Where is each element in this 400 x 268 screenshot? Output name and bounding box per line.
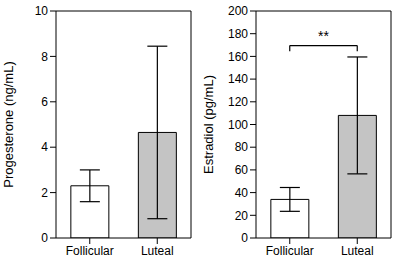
svg-text:20: 20 — [235, 209, 249, 223]
svg-text:160: 160 — [228, 50, 248, 64]
svg-text:Follicular: Follicular — [66, 244, 114, 258]
svg-text:140: 140 — [228, 72, 248, 86]
svg-text:4: 4 — [41, 140, 48, 154]
svg-text:0: 0 — [41, 231, 48, 245]
svg-text:0: 0 — [241, 231, 248, 245]
svg-text:2: 2 — [41, 186, 48, 200]
svg-text:Estradiol (pg/mL): Estradiol (pg/mL) — [201, 75, 216, 174]
svg-text:120: 120 — [228, 95, 248, 109]
svg-text:40: 40 — [235, 186, 249, 200]
svg-text:80: 80 — [235, 140, 249, 154]
svg-text:10: 10 — [35, 4, 49, 18]
svg-text:Luteal: Luteal — [341, 244, 374, 258]
svg-text:8: 8 — [41, 50, 48, 64]
svg-text:180: 180 — [228, 27, 248, 41]
svg-text:60: 60 — [235, 163, 249, 177]
svg-text:Progesterone (ng/mL): Progesterone (ng/mL) — [8, 61, 16, 187]
svg-text:6: 6 — [41, 95, 48, 109]
svg-text:Luteal: Luteal — [141, 244, 174, 258]
svg-text:Follicular: Follicular — [266, 244, 314, 258]
svg-text:**: ** — [318, 28, 329, 44]
svg-text:100: 100 — [228, 118, 248, 132]
svg-text:200: 200 — [228, 4, 248, 18]
